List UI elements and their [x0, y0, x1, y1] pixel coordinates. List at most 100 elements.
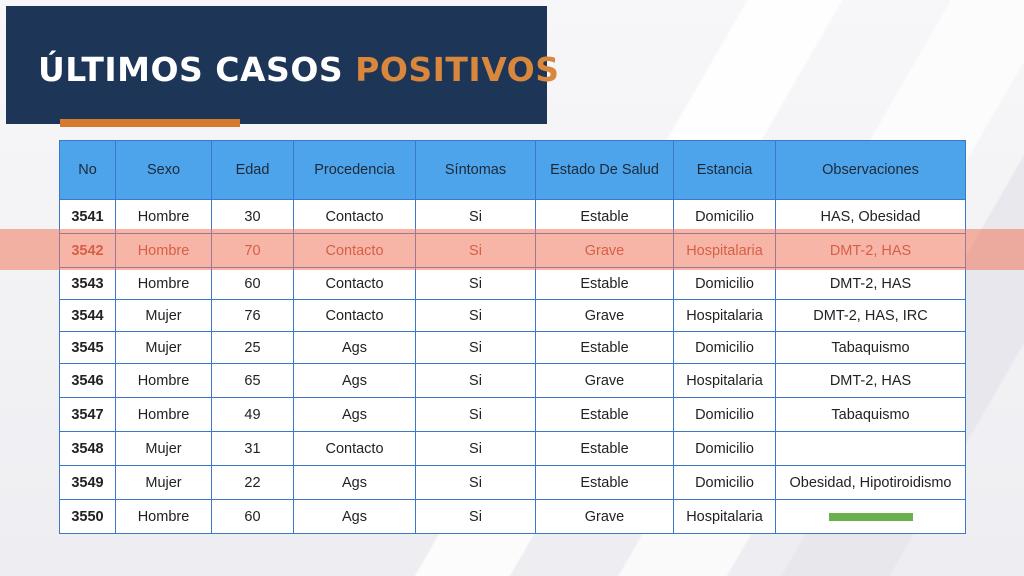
cell-procedencia: Ags [293, 363, 416, 398]
slide-title: ÚLTIMOS CASOS POSITIVOS [38, 48, 560, 92]
cell-sexo: Mujer [115, 331, 212, 364]
cell-estancia: Domicilio [673, 397, 776, 432]
cell-estancia: Hospitalaria [673, 299, 776, 332]
title-accent-underline [60, 119, 240, 127]
cell-procedencia: Contacto [293, 299, 416, 332]
cell-sintomas: Si [415, 397, 536, 432]
cell-no: 3550 [59, 499, 116, 534]
cases-table: No Sexo Edad Procedencia Síntomas Estado… [59, 140, 966, 534]
header-sintomas: Síntomas [415, 140, 536, 200]
cell-sexo: Mujer [115, 465, 212, 500]
cell-edad: 30 [211, 199, 294, 234]
cell-edad: 31 [211, 431, 294, 466]
table-header-row: No Sexo Edad Procedencia Síntomas Estado… [59, 140, 966, 200]
cell-estado: Estable [535, 267, 674, 300]
cell-estado: Estable [535, 199, 674, 234]
table-row: 3549 Mujer 22 Ags Si Estable Domicilio O… [59, 465, 966, 500]
cell-sexo: Hombre [115, 199, 212, 234]
cell-procedencia: Contacto [293, 431, 416, 466]
cell-estado: Grave [535, 499, 674, 534]
cell-observaciones: Tabaquismo [775, 397, 966, 432]
header-edad: Edad [211, 140, 294, 200]
cell-edad: 22 [211, 465, 294, 500]
table-row: 3548 Mujer 31 Contacto Si Estable Domici… [59, 431, 966, 466]
cell-sexo: Hombre [115, 499, 212, 534]
cell-sexo: Hombre [115, 363, 212, 398]
table-row: 3546 Hombre 65 Ags Si Grave Hospitalaria… [59, 363, 966, 398]
cell-procedencia: Ags [293, 465, 416, 500]
cell-sexo: Hombre [115, 397, 212, 432]
cell-estancia: Domicilio [673, 431, 776, 466]
header-sexo: Sexo [115, 140, 212, 200]
cell-sintomas: Si [415, 267, 536, 300]
cell-procedencia: Ags [293, 499, 416, 534]
title-banner [6, 6, 547, 124]
cell-observaciones: DMT-2, HAS [775, 363, 966, 398]
cell-estado: Estable [535, 465, 674, 500]
cell-no: 3541 [59, 199, 116, 234]
cases-table-container: No Sexo Edad Procedencia Síntomas Estado… [59, 140, 966, 534]
header-estancia: Estancia [673, 140, 776, 200]
cell-no: 3542 [59, 233, 116, 268]
cell-no: 3548 [59, 431, 116, 466]
header-no: No [59, 140, 116, 200]
cell-sintomas: Si [415, 233, 536, 268]
cell-procedencia: Ags [293, 331, 416, 364]
cell-no: 3544 [59, 299, 116, 332]
cell-edad: 49 [211, 397, 294, 432]
cell-estado: Grave [535, 233, 674, 268]
cell-observaciones: Tabaquismo [775, 331, 966, 364]
cell-no: 3546 [59, 363, 116, 398]
header-estado: Estado De Salud [535, 140, 674, 200]
cell-edad: 25 [211, 331, 294, 364]
cell-edad: 65 [211, 363, 294, 398]
cell-estancia: Domicilio [673, 331, 776, 364]
title-part-orange: POSITIVOS [355, 50, 560, 89]
cell-no: 3545 [59, 331, 116, 364]
cell-no: 3547 [59, 397, 116, 432]
cell-edad: 60 [211, 267, 294, 300]
cell-estancia: Hospitalaria [673, 499, 776, 534]
cell-estado: Grave [535, 363, 674, 398]
cell-procedencia: Contacto [293, 267, 416, 300]
cell-observaciones: Obesidad, Hipotiroidismo [775, 465, 966, 500]
table-row: 3543 Hombre 60 Contacto Si Estable Domic… [59, 267, 966, 300]
cell-sexo: Hombre [115, 267, 212, 300]
header-observaciones: Observaciones [775, 140, 966, 200]
cell-observaciones [775, 431, 966, 466]
table-row: 3545 Mujer 25 Ags Si Estable Domicilio T… [59, 331, 966, 364]
cell-no: 3543 [59, 267, 116, 300]
title-part-white: ÚLTIMOS CASOS [38, 50, 356, 89]
cell-no: 3549 [59, 465, 116, 500]
cell-sexo: Mujer [115, 431, 212, 466]
cell-observaciones: DMT-2, HAS, IRC [775, 299, 966, 332]
cell-sexo: Mujer [115, 299, 212, 332]
cell-estancia: Hospitalaria [673, 363, 776, 398]
cell-edad: 70 [211, 233, 294, 268]
header-procedencia: Procedencia [293, 140, 416, 200]
cell-estancia: Domicilio [673, 465, 776, 500]
cell-sintomas: Si [415, 331, 536, 364]
cell-sintomas: Si [415, 199, 536, 234]
table-row-highlighted: 3542 Hombre 70 Contacto Si Grave Hospita… [59, 233, 966, 268]
cell-sintomas: Si [415, 431, 536, 466]
cell-sintomas: Si [415, 299, 536, 332]
cell-estancia: Hospitalaria [673, 233, 776, 268]
table-row: 3547 Hombre 49 Ags Si Estable Domicilio … [59, 397, 966, 432]
cell-sexo: Hombre [115, 233, 212, 268]
cell-sintomas: Si [415, 499, 536, 534]
cell-estado: Grave [535, 299, 674, 332]
cell-observaciones: DMT-2, HAS [775, 233, 966, 268]
cell-observaciones: HAS, Obesidad [775, 199, 966, 234]
cell-procedencia: Ags [293, 397, 416, 432]
cell-procedencia: Contacto [293, 199, 416, 234]
cell-estancia: Domicilio [673, 267, 776, 300]
cell-edad: 76 [211, 299, 294, 332]
cell-sintomas: Si [415, 465, 536, 500]
cell-observaciones: DMT-2, HAS [775, 267, 966, 300]
table-row: 3550 Hombre 60 Ags Si Grave Hospitalaria [59, 499, 966, 534]
cell-observaciones [775, 499, 966, 534]
cell-estado: Estable [535, 397, 674, 432]
cell-estado: Estable [535, 331, 674, 364]
cell-sintomas: Si [415, 363, 536, 398]
